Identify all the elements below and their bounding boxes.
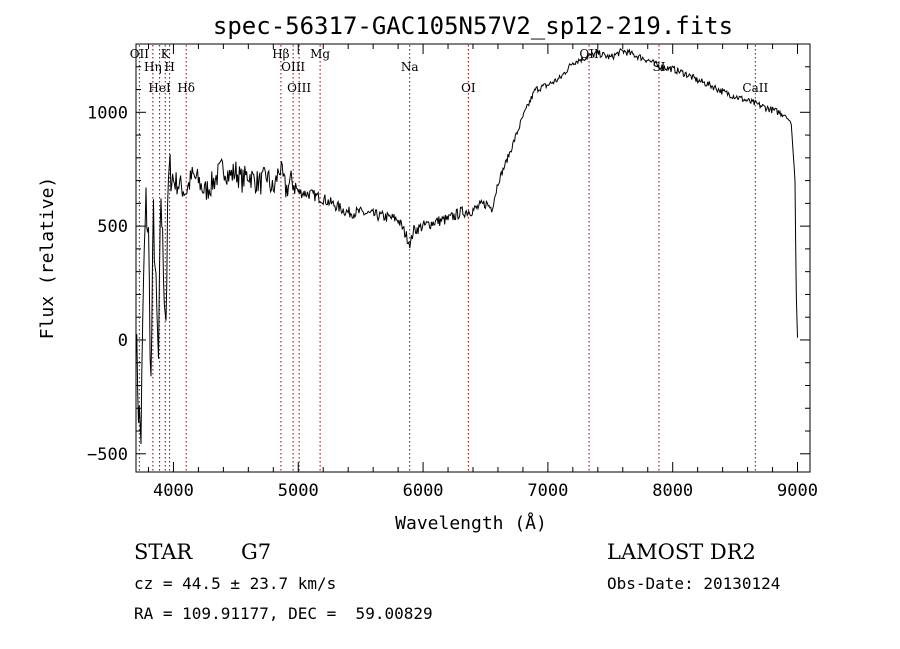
x-tick-label: 6000 [403, 481, 444, 501]
x-axis-label: Wavelength (Å) [395, 512, 547, 534]
x-tick-label: 8000 [652, 481, 693, 501]
object-subclass: G7 [241, 540, 272, 564]
axis-ticks [136, 44, 810, 472]
spectral-line-label: Hδ [177, 81, 195, 95]
spectral-line-label: Mg [310, 47, 330, 61]
spectral-line-label: Hη [144, 60, 162, 74]
spectral-line-label: H [164, 60, 174, 74]
x-tick-label: 9000 [777, 481, 818, 501]
y-tick-label: −500 [87, 445, 128, 465]
spectral-line-label: CaII [742, 81, 768, 95]
redshift-readout: cz = 44.5 ± 23.7 km/s [134, 574, 337, 593]
spectral-line-label: K [161, 47, 171, 61]
y-axis-label: Flux (relative) [37, 177, 58, 340]
spectral-line-label: OII [130, 47, 150, 61]
axis-tick-labels: 4000 5000 6000 7000 8000 9000 −500 0 500 1000 [87, 103, 818, 501]
x-tick-label: 7000 [527, 481, 568, 501]
spectral-line-label: HeI [148, 81, 171, 95]
obs-date: Obs-Date: 20130124 [607, 574, 781, 593]
spectral-line-markers [138, 45, 756, 471]
flux-series-line [135, 48, 798, 445]
spectral-line-label: OI [461, 81, 476, 95]
plot-frame [135, 43, 811, 473]
spectral-line-label: OIII [287, 81, 311, 95]
y-tick-label: 500 [97, 217, 128, 237]
x-tick-label: 5000 [278, 481, 319, 501]
spectral-line-label: OIII [281, 60, 305, 74]
spectral-line-label: Hβ [272, 47, 289, 61]
spectral-line-label: Na [401, 60, 419, 74]
x-tick-label: 4000 [153, 481, 194, 501]
object-class: STAR [134, 540, 193, 564]
y-tick-label: 1000 [87, 103, 128, 123]
ra-dec-readout: RA = 109.91177, DEC = 59.00829 [134, 604, 433, 623]
chart-title: spec-56317-GAC105N57V2_sp12-219.fits [213, 12, 733, 40]
survey-name: LAMOST DR2 [607, 540, 756, 564]
y-tick-label: 0 [118, 331, 128, 351]
